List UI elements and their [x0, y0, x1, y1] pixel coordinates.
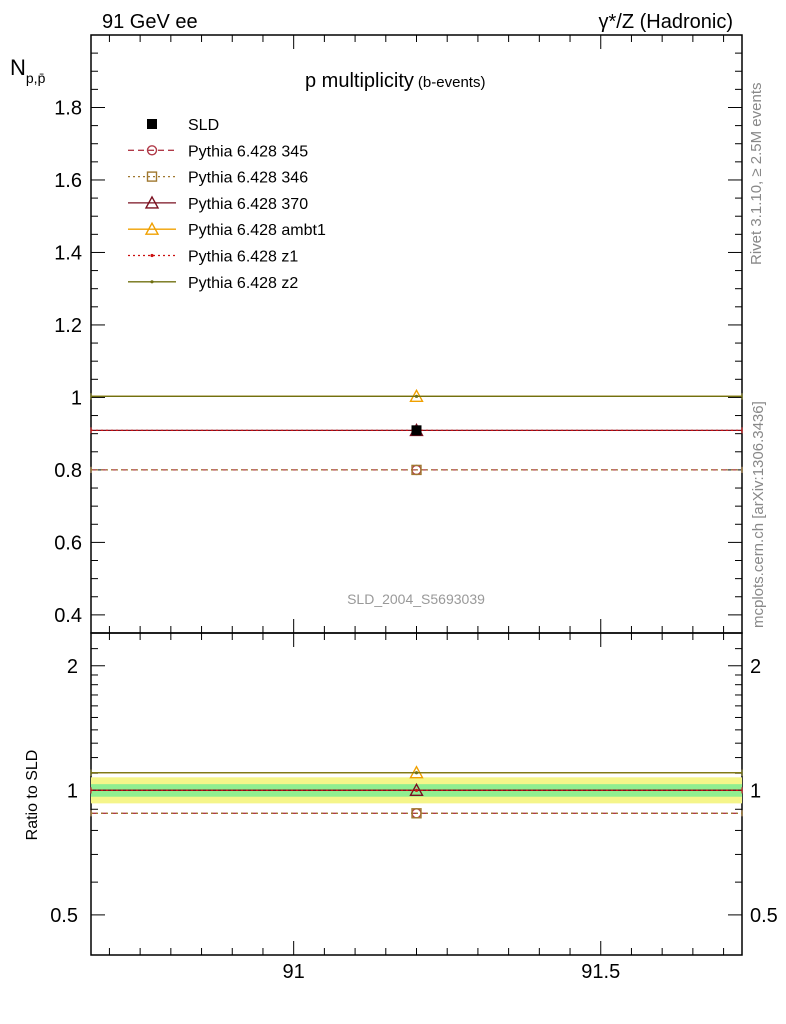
- header-left: 91 GeV ee: [102, 11, 198, 33]
- ratio-y-tick-label: 1: [67, 780, 78, 802]
- legend-label: Pythia 6.428 345: [188, 143, 308, 160]
- legend-marker: [150, 253, 154, 258]
- x-tick-label: 91: [283, 961, 305, 983]
- ratio-series-marker-4: [414, 788, 419, 792]
- legend-entry-3: Pythia 6.428 370: [128, 195, 308, 213]
- chart-title: p multiplicity (b-events): [305, 70, 485, 92]
- ratio-y-tick-label-right: 2: [750, 656, 761, 678]
- legend-marker: [144, 195, 160, 209]
- legend-label: Pythia 6.428 z2: [188, 275, 298, 292]
- x-tick-label: 91.5: [581, 961, 620, 983]
- main-panel: 0.4 0.6 0.8 1 1.2 1.4 1.6 1.8: [54, 35, 743, 634]
- ratio-y-tick-label: 2: [67, 656, 78, 678]
- legend-label: Pythia 6.428 346: [188, 170, 308, 187]
- y-tick-label: 1.6: [54, 170, 82, 192]
- ratio-series-marker-2: [409, 782, 424, 797]
- legend-label: Pythia 6.428 370: [188, 196, 308, 213]
- legend-label: Pythia 6.428 z1: [188, 249, 298, 266]
- series-marker-6: [414, 394, 419, 398]
- legend-entry-6: Pythia 6.428 z2: [128, 275, 298, 292]
- ratio-y-tick-label-right: 1: [750, 780, 761, 802]
- legend-entry-5: Pythia 6.428 z1: [128, 249, 298, 266]
- legend-marker: [147, 119, 157, 129]
- legend-label: Pythia 6.428 ambt1: [188, 222, 326, 239]
- legend: SLD Pythia 6.428 345 Pythia 6.428 346 Pythi…: [128, 117, 326, 292]
- legend-label: SLD: [188, 117, 219, 134]
- data-point-sld: [411, 425, 422, 436]
- y-tick-label: 1.4: [54, 242, 82, 264]
- legend-marker: [150, 280, 154, 284]
- ratio-y-tick-label: 0.5: [50, 905, 78, 927]
- analysis-watermark: SLD_2004_S5693039: [347, 591, 485, 607]
- legend-marker: [146, 145, 158, 156]
- y-tick-label: 0.4: [54, 605, 82, 627]
- main-y-axis-label: Np,p̄: [10, 55, 46, 86]
- header-right: γ*/Z (Hadronic): [599, 11, 733, 33]
- ratio-series-marker-1: [411, 808, 422, 819]
- ratio-series-marker-5: [414, 771, 419, 775]
- y-tick-label: 0.6: [54, 532, 82, 554]
- y-tick-label: 1: [71, 387, 82, 409]
- legend-entry-4: Pythia 6.428 ambt1: [128, 221, 326, 239]
- ratio-y-tick-label-right: 0.5: [750, 905, 778, 927]
- y-tick-label: 0.8: [54, 460, 82, 482]
- legend-entry-0: SLD: [147, 117, 219, 134]
- mcplots-source-label: mcplots.cern.ch [arXiv:1306.3436]: [750, 401, 767, 628]
- legend-marker: [146, 171, 158, 182]
- legend-entry-1: Pythia 6.428 345: [128, 143, 308, 160]
- series-marker-2: [411, 464, 422, 476]
- y-tick-label: 1.2: [54, 315, 82, 337]
- rivet-version-label: Rivet 3.1.10, ≥ 2.5M events: [748, 83, 765, 266]
- y-tick-label: 1.8: [54, 97, 82, 119]
- ratio-y-axis-label: Ratio to SLD: [24, 750, 41, 841]
- ratio-panel: 91 91.5 0.5 0.5 1 1 2 2: [50, 632, 778, 983]
- legend-marker: [144, 221, 160, 235]
- legend-entry-2: Pythia 6.428 346: [128, 170, 308, 187]
